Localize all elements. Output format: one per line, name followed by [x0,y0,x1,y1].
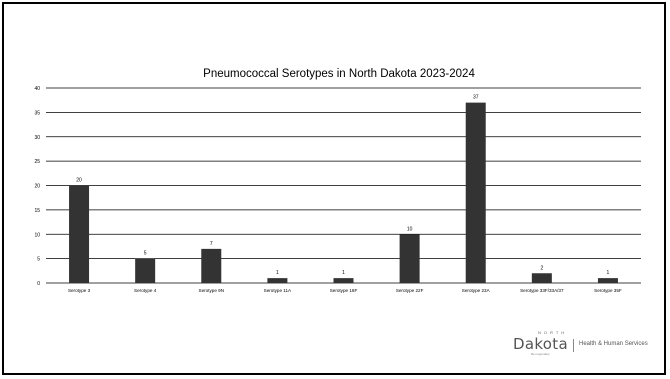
bar-serotype-22f [399,234,420,283]
logo-dakota-text: Dakota [513,335,568,353]
x-tick-label: Serotype 33F/33A/37 [520,288,564,293]
x-tick-label: Serotype 35F [594,288,622,293]
bar-serotype-3 [69,185,90,283]
x-tick-label: Serotype 16F [330,288,358,293]
nd-hhs-logo: NORTH Dakota Health & Human Services Be … [505,329,661,363]
y-gridlines [46,87,641,284]
bar-value-labels: 20 5 7 1 1 10 37 2 1 [76,95,609,277]
y-tick-label: 0 [37,281,40,287]
y-tick-label: 40 [34,86,40,92]
bar-serotype-35f [597,278,618,283]
bar-value-label: 1 [342,270,345,276]
x-tick-label: Serotype 4 [134,288,157,293]
y-tick-label: 15 [34,208,40,214]
y-tick-label: 30 [34,135,40,141]
bar-serotype-33f-33a-37 [531,273,552,283]
bar-value-label: 20 [76,178,82,184]
y-axis-tick-labels: 0 5 10 15 20 25 30 35 40 [34,86,40,287]
bars [69,102,618,283]
bar-value-label: 37 [473,95,479,101]
slide-frame [2,2,666,375]
logo-department-text: Health & Human Services [579,341,648,347]
logo-north-text: NORTH [538,330,568,335]
x-tick-label: Serotype 22F [396,288,424,293]
x-tick-label: Serotype 3 [68,288,91,293]
bar-value-label: 1 [607,270,610,276]
bar-serotype-23a [465,102,486,283]
logo-tagline-text: Be Legendary [531,352,550,356]
bar-value-label: 10 [407,226,413,232]
logo-separator [573,339,574,352]
bar-serotype-4 [135,258,156,283]
bar-serotype-9n [201,248,222,283]
x-axis-tick-labels: Serotype 3 Serotype 4 Serotype 9N Serotype … [68,288,622,293]
bar-value-label: 2 [540,265,543,271]
bar-value-label: 5 [144,251,147,257]
bar-serotype-11a [267,278,288,283]
x-tick-label: Serotype 23A [462,288,491,293]
y-tick-label: 5 [37,257,40,263]
x-tick-label: Serotype 9N [199,288,225,293]
bar-value-label: 7 [210,241,213,247]
y-tick-label: 20 [34,184,40,190]
y-tick-label: 10 [34,232,40,238]
bar-serotype-16f [333,278,354,283]
y-tick-label: 25 [34,159,40,165]
y-tick-label: 35 [34,110,40,116]
bar-value-label: 1 [276,270,279,276]
x-tick-label: Serotype 11A [264,288,292,293]
chart-title: Pneumococcal Serotypes in North Dakota 2… [203,68,475,80]
